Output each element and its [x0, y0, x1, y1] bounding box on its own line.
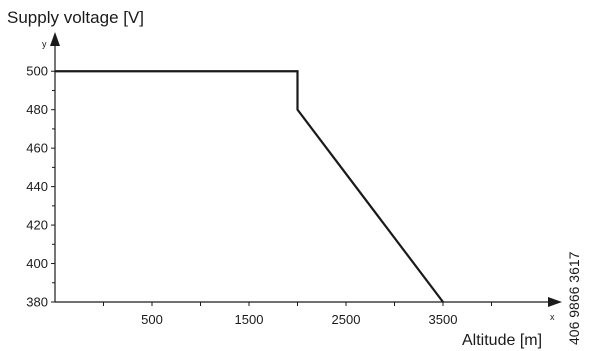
y-tick-label: 420	[26, 218, 48, 233]
series-line	[55, 70, 444, 303]
y-tick-label: 440	[26, 179, 48, 194]
x-tick-label: 1500	[235, 312, 264, 327]
x-tick-label: 2500	[332, 312, 361, 327]
y-tick-label: 480	[26, 102, 48, 117]
x-axis-title: Altitude [m]	[462, 332, 543, 349]
x-tick-label: 500	[141, 312, 163, 327]
x-tick-label: 3500	[429, 312, 458, 327]
y-tick-label: 500	[26, 64, 48, 79]
y-tick-label: 380	[26, 295, 48, 310]
x-axis-letter: x	[550, 312, 555, 322]
y-tick-label: 400	[26, 256, 48, 271]
y-axis-arrow	[50, 32, 60, 46]
y-axis-letter: y	[42, 39, 47, 49]
y-axis-title: Supply voltage [V]	[7, 8, 145, 27]
y-tick-label: 460	[26, 141, 48, 156]
x-axis-arrow	[548, 297, 562, 307]
